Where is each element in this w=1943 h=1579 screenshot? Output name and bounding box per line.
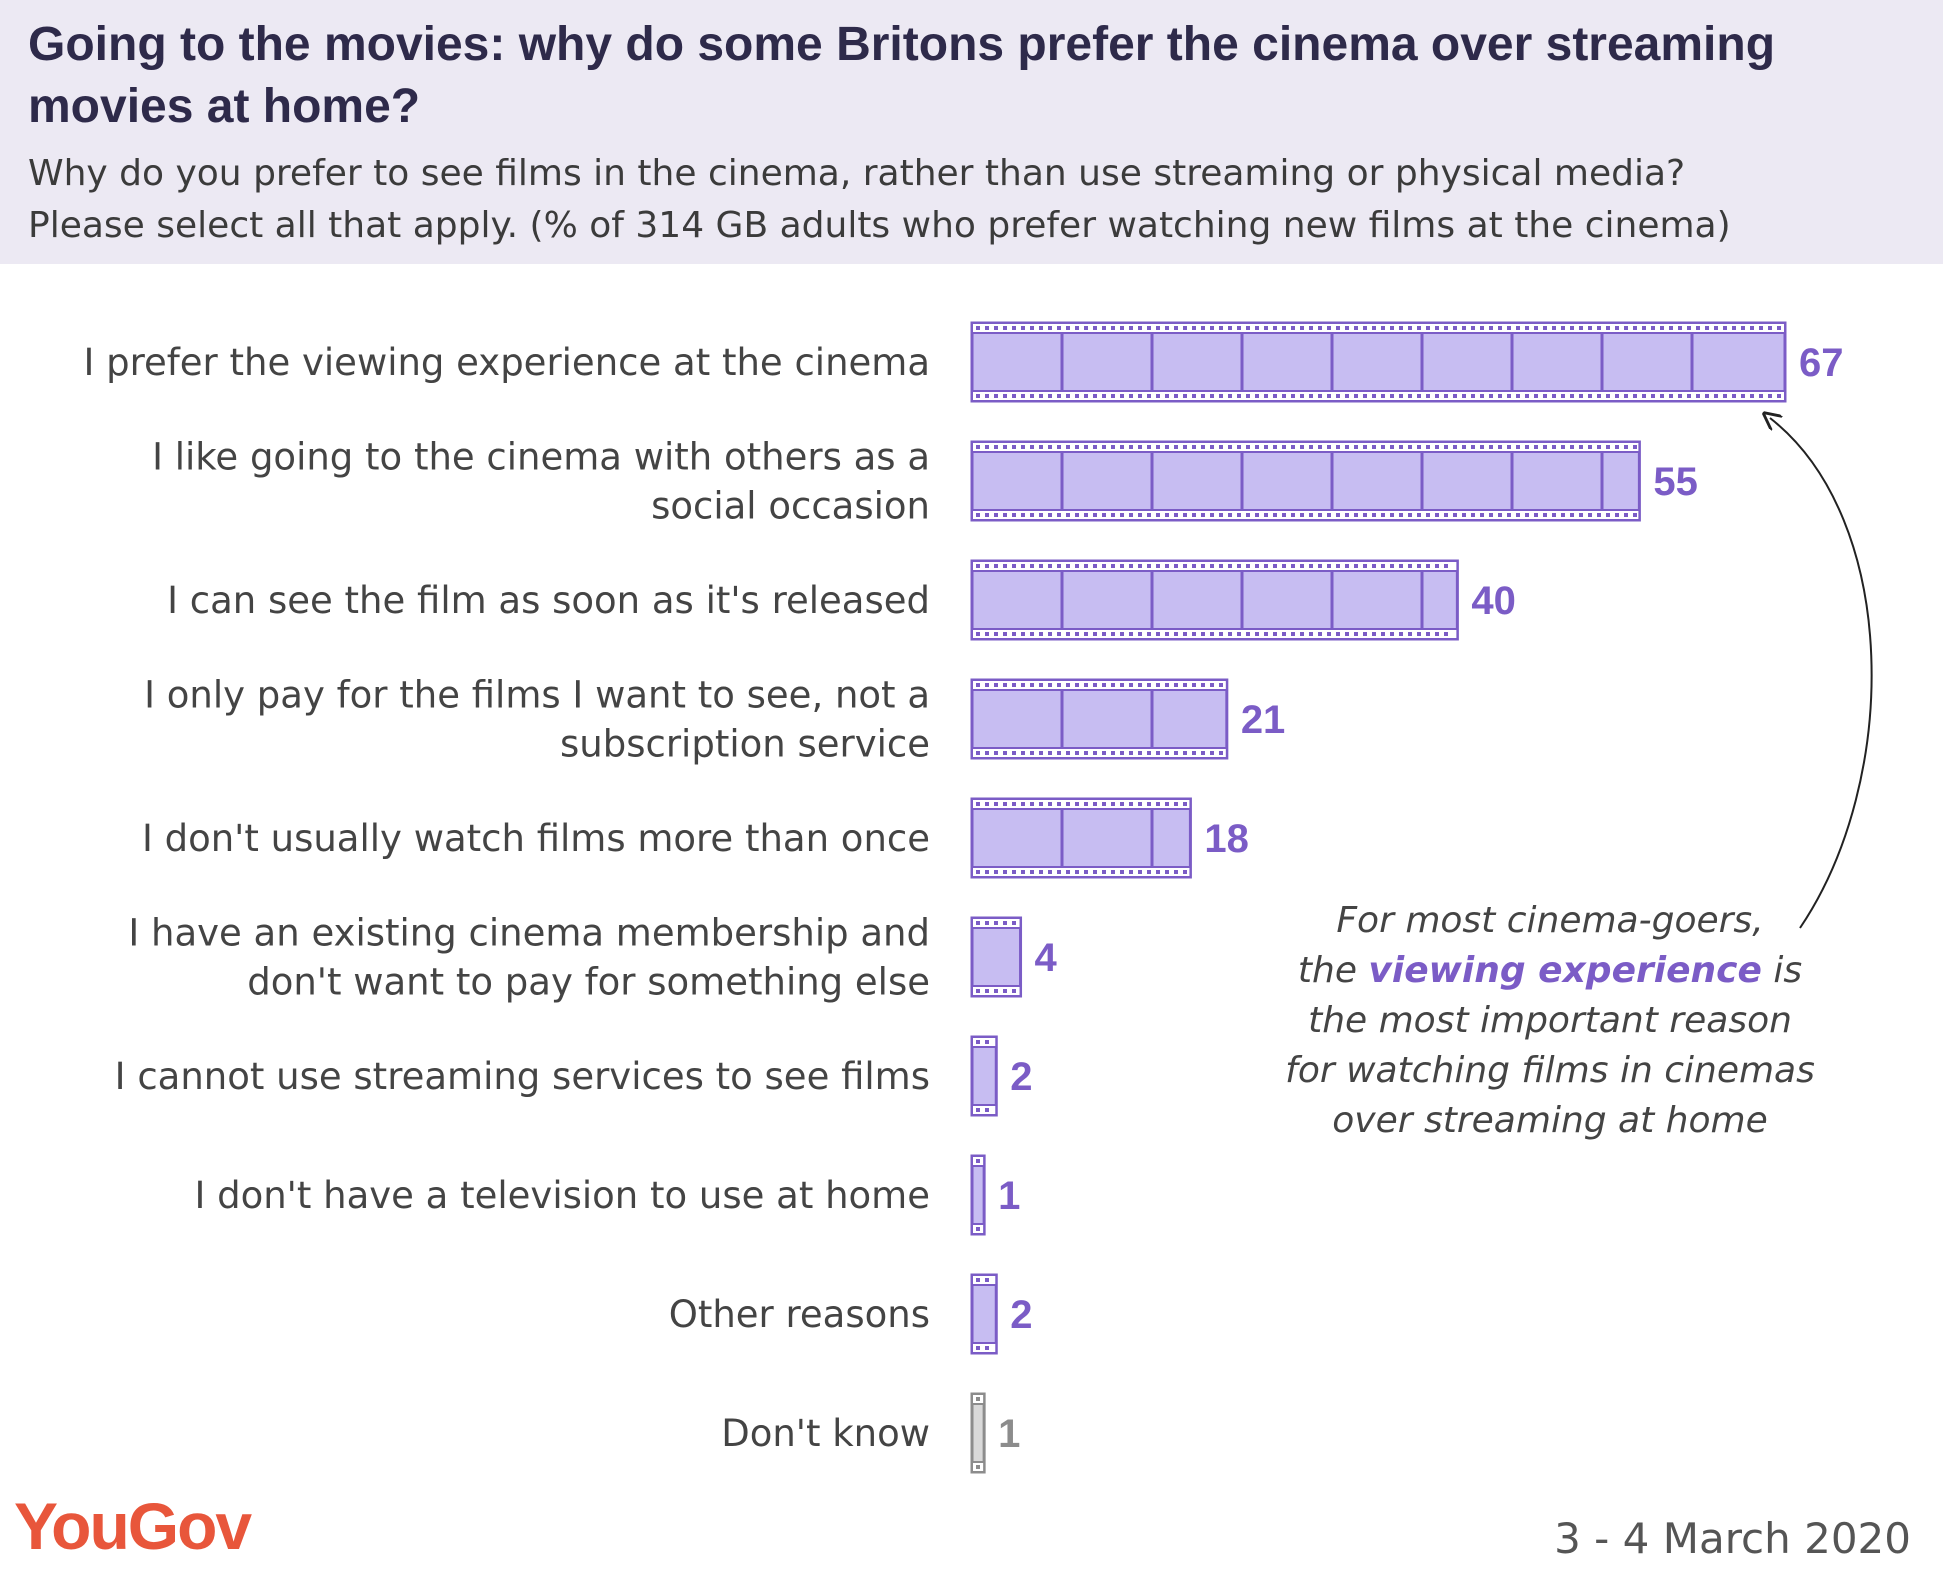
bar	[970, 1392, 986, 1474]
value-label: 2	[1010, 1055, 1032, 1099]
annotation-text: For most cinema-goers, the viewing exper…	[1240, 896, 1860, 1146]
survey-date: 3 - 4 March 2020	[1554, 1514, 1911, 1563]
yougov-logo: YouGov	[14, 1489, 252, 1563]
header-panel: Going to the movies: why do some Britons…	[0, 0, 1943, 264]
category-label: I don't have a television to use at home	[194, 1174, 930, 1217]
value-label: 1	[998, 1174, 1020, 1218]
value-label: 18	[1204, 817, 1249, 861]
value-label: 21	[1241, 698, 1286, 742]
annotation-arrow	[1770, 418, 1873, 929]
value-label: 55	[1653, 460, 1698, 504]
value-label: 1	[998, 1412, 1020, 1456]
bar	[970, 559, 1459, 641]
category-label: I don't usually watch films more than on…	[142, 817, 930, 860]
category-label: I cannot use streaming services to see f…	[115, 1055, 930, 1098]
bar	[970, 797, 1192, 879]
value-label: 67	[1799, 341, 1844, 385]
category-label: I like going to the cinema with others a…	[152, 436, 930, 528]
value-label: 40	[1471, 579, 1516, 623]
category-label: I only pay for the films I want to see, …	[144, 674, 930, 766]
chart-title: Going to the movies: why do some Britons…	[28, 18, 1776, 133]
value-label: 4	[1035, 936, 1058, 980]
annotation-text-post: is the most important reason for watchin…	[1285, 950, 1815, 1141]
category-label: I prefer the viewing experience at the c…	[83, 341, 930, 384]
bar	[970, 321, 1787, 403]
annotation-text-pre: For most cinema-goers, the	[1297, 900, 1764, 991]
chart-subtitle: Why do you prefer to see films in the ci…	[28, 153, 1731, 246]
value-label: 2	[1010, 1293, 1032, 1337]
bar	[970, 440, 1641, 522]
bar	[970, 1273, 998, 1355]
bar	[970, 916, 1023, 998]
annotation-emphasis: viewing experience	[1368, 950, 1762, 991]
category-label: I have an existing cinema membership and…	[128, 912, 930, 1004]
bar	[970, 1035, 998, 1117]
bar	[970, 1154, 986, 1236]
bar	[970, 678, 1229, 760]
category-label: Other reasons	[669, 1293, 930, 1336]
category-label: Don't know	[721, 1412, 930, 1455]
category-label: I can see the film as soon as it's relea…	[167, 579, 930, 622]
